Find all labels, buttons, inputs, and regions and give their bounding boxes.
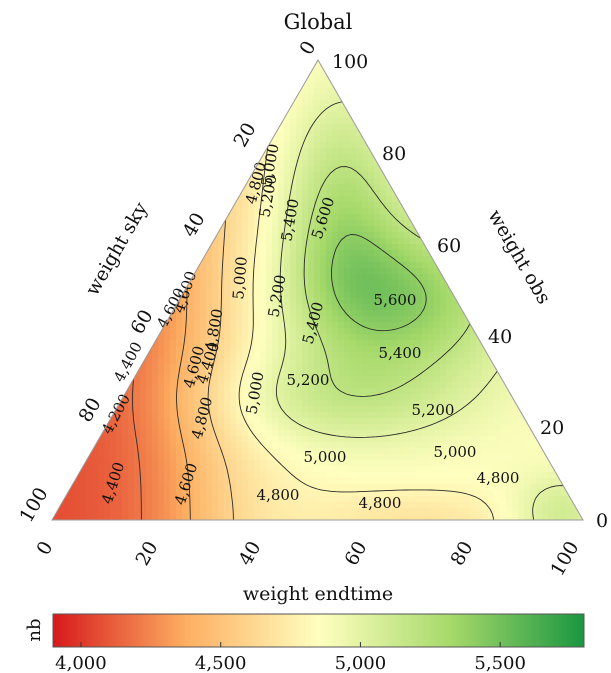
left-axis-tick: 60 (126, 306, 157, 338)
bottom-axis-tick: 100 (546, 538, 583, 580)
colorbar-tick-label: 5,000 (335, 653, 387, 673)
right-axis-label: weight obs (483, 206, 555, 308)
right-axis-tick: 40 (488, 326, 512, 348)
contour-label: 5,200 (287, 371, 330, 389)
chart-title: Global (284, 10, 353, 34)
right-axis-tick: 100 (332, 51, 368, 73)
left-axis-tick: 0 (295, 37, 320, 58)
bottom-axis-tick: 80 (446, 538, 477, 570)
bottom-axis-tick: 40 (234, 538, 265, 570)
colorbar-ticks: 4,000 4,500 5,000 5,500 (55, 642, 526, 673)
colorbar-tick-label: 5,500 (474, 653, 526, 673)
contour-label: 4,800 (477, 469, 520, 487)
contour-label: 4,800 (257, 486, 300, 504)
bottom-axis-tick: 0 (32, 538, 57, 559)
contour-label: 5,600 (374, 291, 417, 309)
triangle-frame (51, 58, 584, 521)
right-axis-tick: 80 (382, 143, 406, 165)
right-axis-tick: 20 (540, 417, 564, 439)
right-axis-tick: 0 (596, 510, 608, 532)
contour-label: 5,000 (434, 443, 477, 461)
colorbar-tick-label: 4,000 (55, 653, 107, 673)
colorbar-label: nb (24, 618, 45, 641)
left-axis-tick: 40 (178, 209, 209, 241)
contour-line (331, 234, 427, 332)
right-axis-tick: 60 (437, 235, 461, 257)
colorbar (52, 613, 585, 648)
left-axis-tick: 20 (229, 119, 260, 151)
bottom-axis-label: weight endtime (243, 583, 393, 605)
contour-label: 5,000 (304, 448, 347, 466)
bottom-axis-tick: 60 (340, 538, 371, 570)
left-axis-tick: 100 (15, 484, 52, 526)
contour-label: 5,400 (379, 344, 422, 362)
contour-label: 5,000 (229, 256, 251, 300)
bottom-axis-tick: 20 (131, 538, 162, 570)
left-axis-label: weight sky (81, 198, 152, 299)
contour-label: 4,800 (359, 494, 402, 512)
colorbar-tick-label: 4,500 (195, 653, 247, 673)
contour-label: 5,200 (412, 401, 455, 419)
